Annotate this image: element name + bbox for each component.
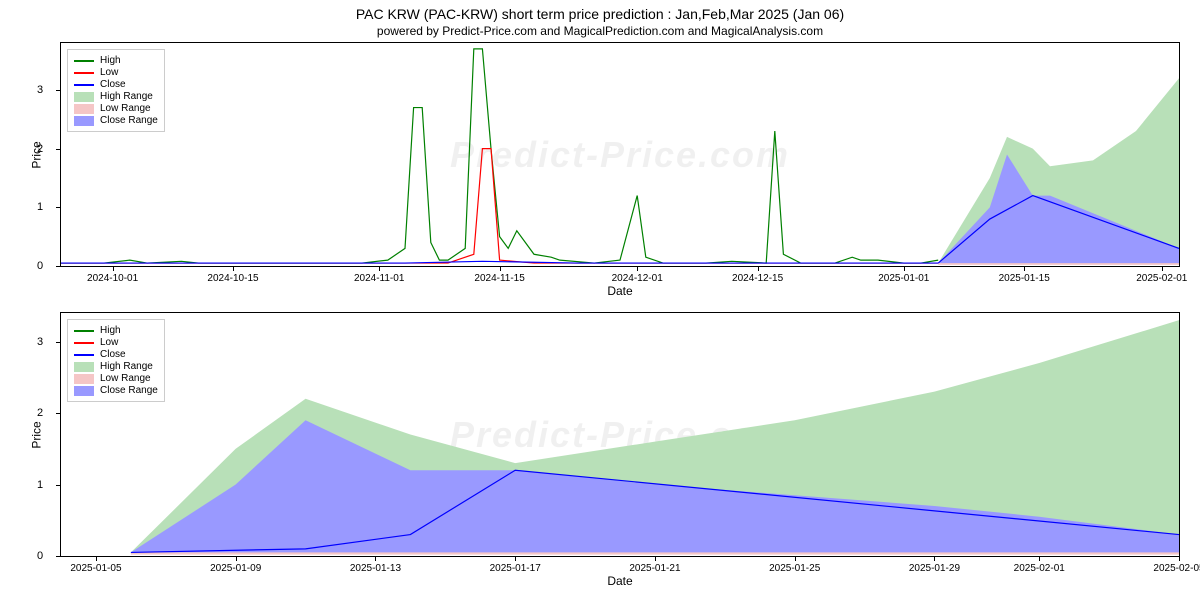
legend-swatch bbox=[74, 116, 94, 126]
legend-item: Low Range bbox=[74, 103, 158, 114]
x-tick-label: 2024-11-15 bbox=[474, 273, 524, 284]
legend-label: Low Range bbox=[100, 373, 151, 384]
x-tick-label: 2024-10-15 bbox=[207, 273, 258, 284]
legend-label: Close bbox=[100, 349, 126, 360]
legend-swatch bbox=[74, 104, 94, 114]
x-tick-label: 2025-01-01 bbox=[878, 273, 929, 284]
legend-item: Close bbox=[74, 349, 158, 360]
legend-swatch bbox=[74, 92, 94, 102]
legend-label: Low Range bbox=[100, 103, 151, 114]
x-axis-label: Date bbox=[607, 574, 632, 588]
y-tick-label: 3 bbox=[37, 336, 43, 348]
y-tick-label: 1 bbox=[37, 201, 43, 213]
legend-item: Low Range bbox=[74, 373, 158, 384]
x-tick-label: 2024-12-15 bbox=[732, 273, 783, 284]
x-tick-label: 2024-11-01 bbox=[354, 273, 404, 284]
x-tick-label: 2024-10-01 bbox=[87, 273, 138, 284]
legend-label: Low bbox=[100, 337, 118, 348]
legend-swatch bbox=[74, 374, 94, 384]
x-tick-label: 2025-01-13 bbox=[350, 563, 401, 574]
chart-title: PAC KRW (PAC-KRW) short term price predi… bbox=[0, 0, 1200, 22]
top-chart-panel: Price Date Predict-Price.com HighLowClos… bbox=[60, 42, 1180, 267]
chart-container: PAC KRW (PAC-KRW) short term price predi… bbox=[0, 0, 1200, 600]
y-tick-label: 1 bbox=[37, 479, 43, 491]
legend-swatch bbox=[74, 362, 94, 372]
legend-item: High Range bbox=[74, 361, 158, 372]
x-tick-label: 2024-12-01 bbox=[612, 273, 663, 284]
legend-item: Close Range bbox=[74, 385, 158, 396]
y-tick-label: 2 bbox=[37, 407, 43, 419]
x-tick-label: 2025-01-25 bbox=[769, 563, 820, 574]
x-axis-label: Date bbox=[607, 284, 632, 298]
legend-item: Low bbox=[74, 67, 158, 78]
x-tick-label: 2025-01-29 bbox=[909, 563, 960, 574]
legend-swatch bbox=[74, 60, 94, 62]
legend-swatch bbox=[74, 84, 94, 86]
x-tick-label: 2025-01-09 bbox=[210, 563, 261, 574]
x-tick-label: 2025-02-01 bbox=[1014, 563, 1065, 574]
x-tick-label: 2025-02-05 bbox=[1153, 563, 1200, 574]
legend-label: Low bbox=[100, 67, 118, 78]
chart-subtitle: powered by Predict-Price.com and Magical… bbox=[0, 22, 1200, 42]
legend-swatch bbox=[74, 386, 94, 396]
x-tick-label: 2025-01-05 bbox=[70, 563, 121, 574]
legend-label: High bbox=[100, 55, 121, 66]
legend-item: Close Range bbox=[74, 115, 158, 126]
bottom-chart-panel: Price Date Predict-Price.com HighLowClos… bbox=[60, 312, 1180, 557]
y-tick-label: 0 bbox=[37, 550, 43, 562]
y-tick-label: 3 bbox=[37, 84, 43, 96]
bottom-chart-plot bbox=[61, 313, 1179, 556]
legend-box: HighLowCloseHigh RangeLow RangeClose Ran… bbox=[67, 49, 165, 132]
legend-box: HighLowCloseHigh RangeLow RangeClose Ran… bbox=[67, 319, 165, 402]
legend-item: Low bbox=[74, 337, 158, 348]
legend-label: Close Range bbox=[100, 115, 158, 126]
y-tick-label: 0 bbox=[37, 260, 43, 272]
legend-label: Close bbox=[100, 79, 126, 90]
legend-label: High bbox=[100, 325, 121, 336]
legend-item: High bbox=[74, 55, 158, 66]
legend-label: Close Range bbox=[100, 385, 158, 396]
y-tick-label: 2 bbox=[37, 143, 43, 155]
x-tick-label: 2025-01-21 bbox=[629, 563, 680, 574]
x-tick-label: 2025-01-17 bbox=[490, 563, 541, 574]
legend-swatch bbox=[74, 330, 94, 332]
legend-item: High bbox=[74, 325, 158, 336]
legend-item: Close bbox=[74, 79, 158, 90]
x-tick-label: 2025-02-01 bbox=[1136, 273, 1187, 284]
legend-swatch bbox=[74, 354, 94, 356]
legend-item: High Range bbox=[74, 91, 158, 102]
legend-label: High Range bbox=[100, 361, 153, 372]
y-axis-label: Price bbox=[30, 421, 44, 448]
legend-swatch bbox=[74, 342, 94, 344]
legend-label: High Range bbox=[100, 91, 153, 102]
x-tick-label: 2025-01-15 bbox=[999, 273, 1050, 284]
legend-swatch bbox=[74, 72, 94, 74]
top-chart-plot bbox=[61, 43, 1179, 266]
